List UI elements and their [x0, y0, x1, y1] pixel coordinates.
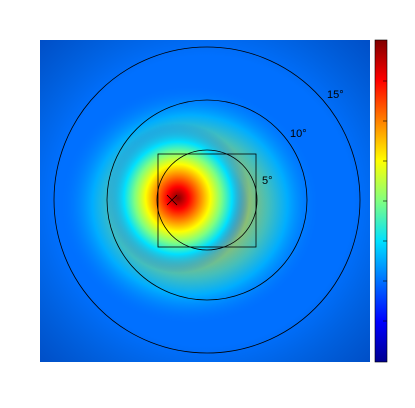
annotation: 5°: [262, 175, 273, 187]
heatmap: [40, 40, 370, 362]
circle-10: [106, 99, 308, 301]
annotation: 15°: [327, 89, 344, 101]
heatmap-vignette: [40, 40, 370, 362]
circle-5: [156, 149, 258, 251]
square-field: [157, 153, 257, 248]
colorbar-ticks: [383, 80, 387, 322]
circle-15: [53, 46, 361, 354]
x-marker: [166, 194, 178, 206]
overlay: [53, 46, 361, 354]
annotation: 10°: [290, 128, 307, 140]
